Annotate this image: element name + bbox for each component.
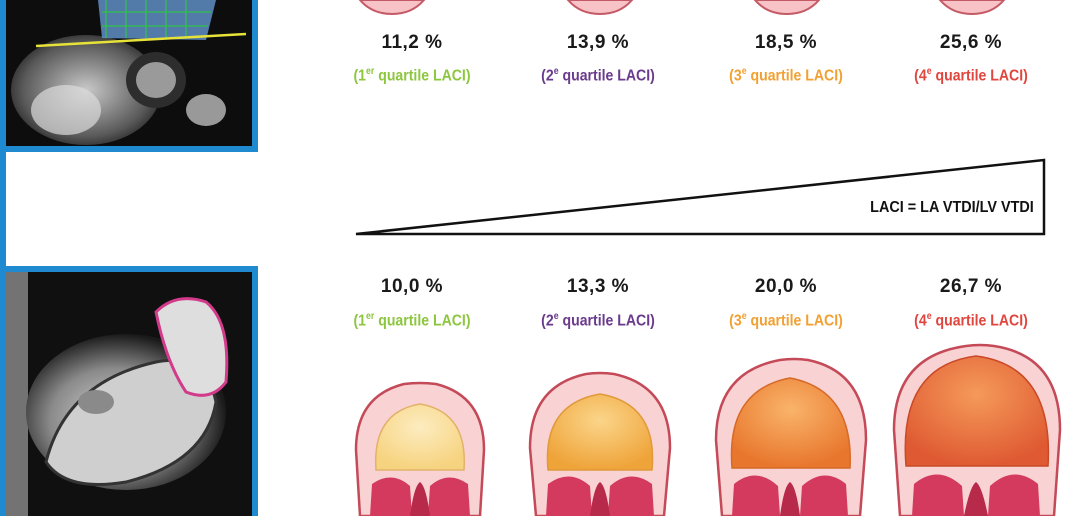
bottom-quartile-label-1: (1er quartile LACI) <box>353 311 471 330</box>
top-heart-tips <box>358 0 1006 16</box>
wedge-gradient-icon <box>355 158 1046 236</box>
bottom-quartile-label-2: (2e quartile LACI) <box>541 311 655 330</box>
top-quartile-label-3: (3e quartile LACI) <box>729 66 843 85</box>
top-percentage-q3: 18,5 % <box>754 32 818 53</box>
top-percentage-q2: 13,9 % <box>566 32 630 53</box>
left-atrium-heart-icon-q1 <box>354 381 486 516</box>
top-quartile-label-2: (2e quartile LACI) <box>541 66 655 85</box>
left-atrium-heart-icon-q2 <box>528 371 672 516</box>
top-percentage-q1: 11,2 % <box>381 32 443 53</box>
mri-short-axis-image <box>6 0 252 146</box>
bottom-percentage-q4: 26,7 % <box>939 276 1003 297</box>
bottom-quartile-label-4: (4e quartile LACI) <box>914 311 1028 330</box>
top-quartile-label-1: (1er quartile LACI) <box>353 66 471 85</box>
mri-long-axis-image <box>6 272 252 516</box>
top-percentage-q4: 25,6 % <box>939 32 1003 53</box>
bottom-percentage-q3: 20,0 % <box>754 276 818 297</box>
bottom-percentage-q1: 10,0 % <box>380 276 444 297</box>
laci-formula: LACI = LA VTDI/LV VTDI <box>870 199 1034 216</box>
top-quartile-label-4: (4e quartile LACI) <box>914 66 1028 85</box>
left-atrium-heart-icon-q3 <box>714 357 868 516</box>
left-atrium-heart-icon-q4 <box>892 343 1062 516</box>
bottom-quartile-label-3: (3e quartile LACI) <box>729 311 843 330</box>
bottom-percentage-q2: 13,3 % <box>566 276 630 297</box>
